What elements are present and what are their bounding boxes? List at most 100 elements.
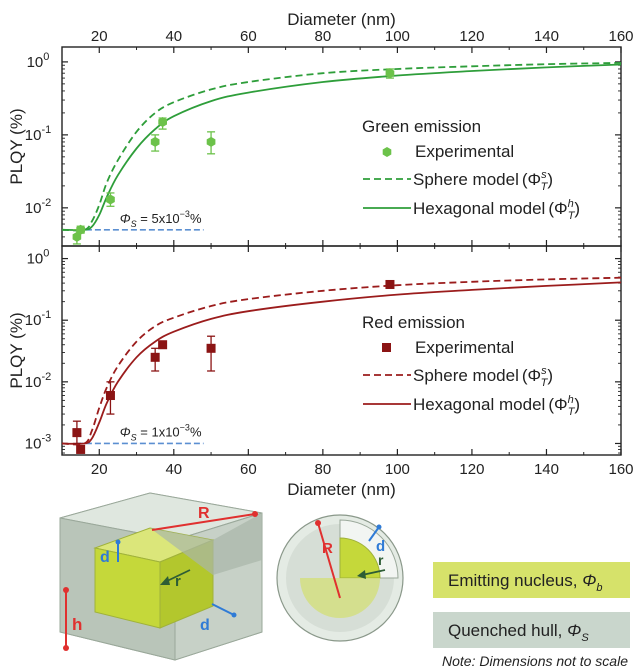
dimension-label-h: h [72, 615, 82, 634]
radius-end [252, 511, 258, 517]
legend-label-experimental: Experimental [415, 338, 514, 357]
legend-label-hexagonal: Hexagonal model (Φh T) [413, 198, 580, 222]
y-tick-base: 10 [25, 374, 42, 391]
y-tick-exp: -1 [41, 124, 51, 136]
floor-label: ΦS = 1x10−3% [120, 422, 202, 442]
curves [62, 278, 621, 445]
legend-label-sphere: Sphere model (Φs T) [413, 169, 553, 193]
floor-unit: % [190, 424, 202, 439]
sphere-radius-end [315, 520, 321, 526]
y-tick-exp: -2 [41, 197, 51, 209]
dimension-label-R: R [198, 505, 210, 522]
thickness-end [116, 540, 121, 545]
geometry-illustration: RhddrR drEmitting nucleus, ΦbQuenched hul… [60, 493, 630, 669]
data-point [106, 391, 115, 400]
floor-exp: −3 [180, 422, 190, 432]
floor-eq: = 1x10 [137, 424, 180, 439]
model-symbol: Φ [528, 170, 542, 189]
floor-unit: % [190, 211, 202, 226]
floor-exp: −3 [180, 209, 190, 219]
model-symbol: Φ [554, 199, 568, 218]
x-axis-title-top: Diameter (nm) [287, 10, 396, 29]
y-tick-exp: -2 [41, 371, 51, 383]
legend-series-name: Sphere model [413, 170, 519, 189]
paren: ) [574, 199, 580, 218]
model-symbol: Φ [554, 395, 568, 414]
dimension-label-d: d [200, 617, 210, 634]
thickness-end-2 [232, 613, 237, 618]
y-tick-label: 10-1 [25, 309, 51, 329]
floor-label: ΦS = 5x10−3% [120, 209, 202, 229]
model-sup: h [568, 394, 574, 406]
paren: ) [547, 170, 553, 189]
paren: ) [574, 395, 580, 414]
x-tick-label: 140 [534, 461, 559, 478]
legend-label-sphere: Sphere model (Φs T) [413, 365, 553, 389]
sphere-thickness-end [377, 525, 382, 530]
legend-label-hexagonal: Hexagonal model (Φh T) [413, 394, 580, 418]
y-tick-base: 10 [25, 200, 42, 217]
floor-eq: = 5x10 [137, 211, 180, 226]
data-point [385, 280, 394, 289]
y-tick-exp: -1 [41, 309, 51, 321]
data-point [207, 344, 216, 353]
dimension-label-d: d [100, 549, 110, 566]
data-point [207, 137, 216, 147]
model-sup: s [541, 169, 547, 181]
sphere-model-curve [62, 278, 621, 445]
height-end-top [63, 587, 69, 593]
legend-box-sub: b [596, 582, 602, 594]
y-tick-exp: 0 [43, 248, 49, 260]
model-sup: h [568, 198, 574, 210]
hexagonal-model-curve [62, 282, 621, 443]
legend-box-text: Quenched hull, [448, 621, 567, 640]
model-symbol: Φ [528, 366, 542, 385]
y-tick-label: 100 [27, 51, 50, 71]
height-end-bottom [63, 645, 69, 651]
y-axis-title: PLQY (%) [7, 108, 26, 184]
data-point [72, 428, 81, 437]
dimension-label-R: R [322, 540, 333, 557]
data-point [151, 353, 160, 362]
legend-title: Green emission [362, 117, 481, 136]
y-tick-exp: -3 [41, 432, 51, 444]
floor-symbol: Φ [120, 211, 131, 226]
y-tick-exp: 0 [43, 51, 49, 63]
x-tick-label-top: 140 [534, 28, 559, 45]
floor-symbol: Φ [120, 424, 131, 439]
x-tick-label: 120 [459, 461, 484, 478]
y-axis-title: PLQY (%) [7, 312, 26, 388]
dimension-label-r: r [175, 573, 181, 590]
x-tick-label-top: 160 [608, 28, 633, 45]
legend-series-name: Hexagonal model [413, 395, 545, 414]
x-tick-label-top: 40 [165, 28, 182, 45]
legend-box-sym: Φ [567, 621, 581, 640]
x-tick-label-top: 100 [385, 28, 410, 45]
x-tick-label: 80 [315, 461, 332, 478]
x-tick-label-top: 80 [315, 28, 332, 45]
y-tick-base: 10 [25, 435, 42, 452]
x-tick-label: 160 [608, 461, 633, 478]
legend-series-name: Hexagonal model [413, 199, 545, 218]
legend-box-sym: Φ [582, 571, 596, 590]
data-point [151, 137, 160, 147]
legend-marker [382, 343, 391, 352]
y-tick-label: 10-2 [25, 371, 51, 391]
legend-box-sub: S [581, 632, 589, 644]
legend-marker [383, 147, 392, 157]
y-tick-base: 10 [27, 54, 44, 71]
x-axis-title: Diameter (nm) [287, 480, 396, 499]
paren: ) [547, 366, 553, 385]
model-sup: s [541, 365, 547, 377]
x-tick-label: 60 [240, 461, 257, 478]
legend-title: Red emission [362, 313, 465, 332]
legend-box-text: Emitting nucleus, [448, 571, 582, 590]
y-tick-label: 100 [27, 248, 50, 268]
data-point [158, 340, 167, 349]
x-tick-label: 20 [91, 461, 108, 478]
data-point [76, 445, 85, 454]
y-tick-label: 10-2 [25, 197, 51, 217]
